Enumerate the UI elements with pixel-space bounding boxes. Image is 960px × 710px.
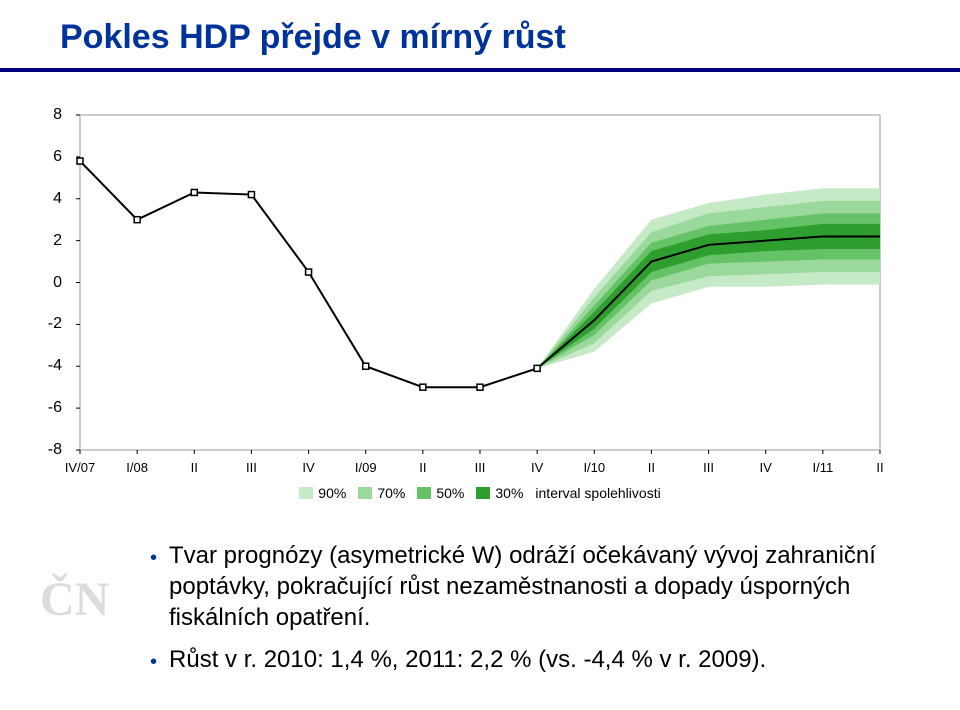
legend-swatch-icon — [476, 487, 490, 499]
legend-item-70: 70% — [358, 485, 405, 501]
legend-suffix: interval spolehlivosti — [535, 485, 660, 501]
y-tick-label: -6 — [48, 399, 62, 417]
y-tick-label: -4 — [48, 357, 62, 375]
y-tick-label: 8 — [53, 106, 62, 124]
chart-legend: 90% 70% 50% 30% interval spolehlivosti — [70, 485, 890, 501]
bullet-item: • Růst v r. 2010: 1,4 %, 2011: 2,2 % (vs… — [150, 644, 900, 675]
bullet-list: • Tvar prognózy (asymetrické W) odráží o… — [150, 540, 900, 685]
page-title: Pokles HDP přejde v mírný růst — [60, 18, 566, 57]
x-tick-label: I/09 — [355, 460, 377, 475]
legend-item-50: 50% — [417, 485, 464, 501]
x-tick-label: IV — [760, 460, 772, 475]
x-tick-label: III — [475, 460, 486, 475]
x-tick-label: IV — [302, 460, 314, 475]
legend-label: 50% — [436, 485, 464, 501]
header-underline — [0, 68, 960, 72]
x-tick-label: IV/07 — [65, 460, 95, 475]
legend-swatch-icon — [358, 487, 372, 499]
legend-swatch-icon — [417, 487, 431, 499]
y-tick-label: 2 — [53, 232, 62, 250]
legend-swatch-icon — [299, 487, 313, 499]
bullet-item: • Tvar prognózy (asymetrické W) odráží o… — [150, 540, 900, 634]
bullet-text: Tvar prognózy (asymetrické W) odráží oče… — [169, 540, 900, 634]
bullet-dot-icon: • — [150, 649, 157, 675]
svg-text:ČN: ČN — [40, 572, 110, 626]
legend-label: 30% — [495, 485, 523, 501]
legend-item-30: 30% — [476, 485, 523, 501]
y-tick-label: 4 — [53, 190, 62, 208]
bullet-text: Růst v r. 2010: 1,4 %, 2011: 2,2 % (vs. … — [169, 644, 766, 675]
gdp-fan-chart: 86420-2-4-6-8 IV/07I/08IIIIIIVI/09IIIIII… — [70, 110, 890, 510]
legend-item-90: 90% — [299, 485, 346, 501]
x-tick-label: IV — [531, 460, 543, 475]
y-tick-label: -8 — [48, 441, 62, 459]
x-tick-label: III — [703, 460, 714, 475]
x-tick-label: II — [648, 460, 655, 475]
x-tick-label: I/10 — [583, 460, 605, 475]
legend-label: 70% — [377, 485, 405, 501]
x-tick-label: I/08 — [126, 460, 148, 475]
x-tick-label: II — [191, 460, 198, 475]
x-tick-label: II — [419, 460, 426, 475]
x-tick-label: III — [246, 460, 257, 475]
legend-label: 90% — [318, 485, 346, 501]
cnb-logo-icon: ČN — [40, 555, 110, 645]
bullet-dot-icon: • — [150, 545, 157, 571]
y-tick-label: 6 — [53, 148, 62, 166]
chart-canvas — [70, 110, 890, 460]
y-tick-label: 0 — [53, 274, 62, 292]
y-tick-label: -2 — [48, 315, 62, 333]
x-tick-label: II — [876, 460, 883, 475]
x-tick-label: I/11 — [812, 460, 833, 475]
